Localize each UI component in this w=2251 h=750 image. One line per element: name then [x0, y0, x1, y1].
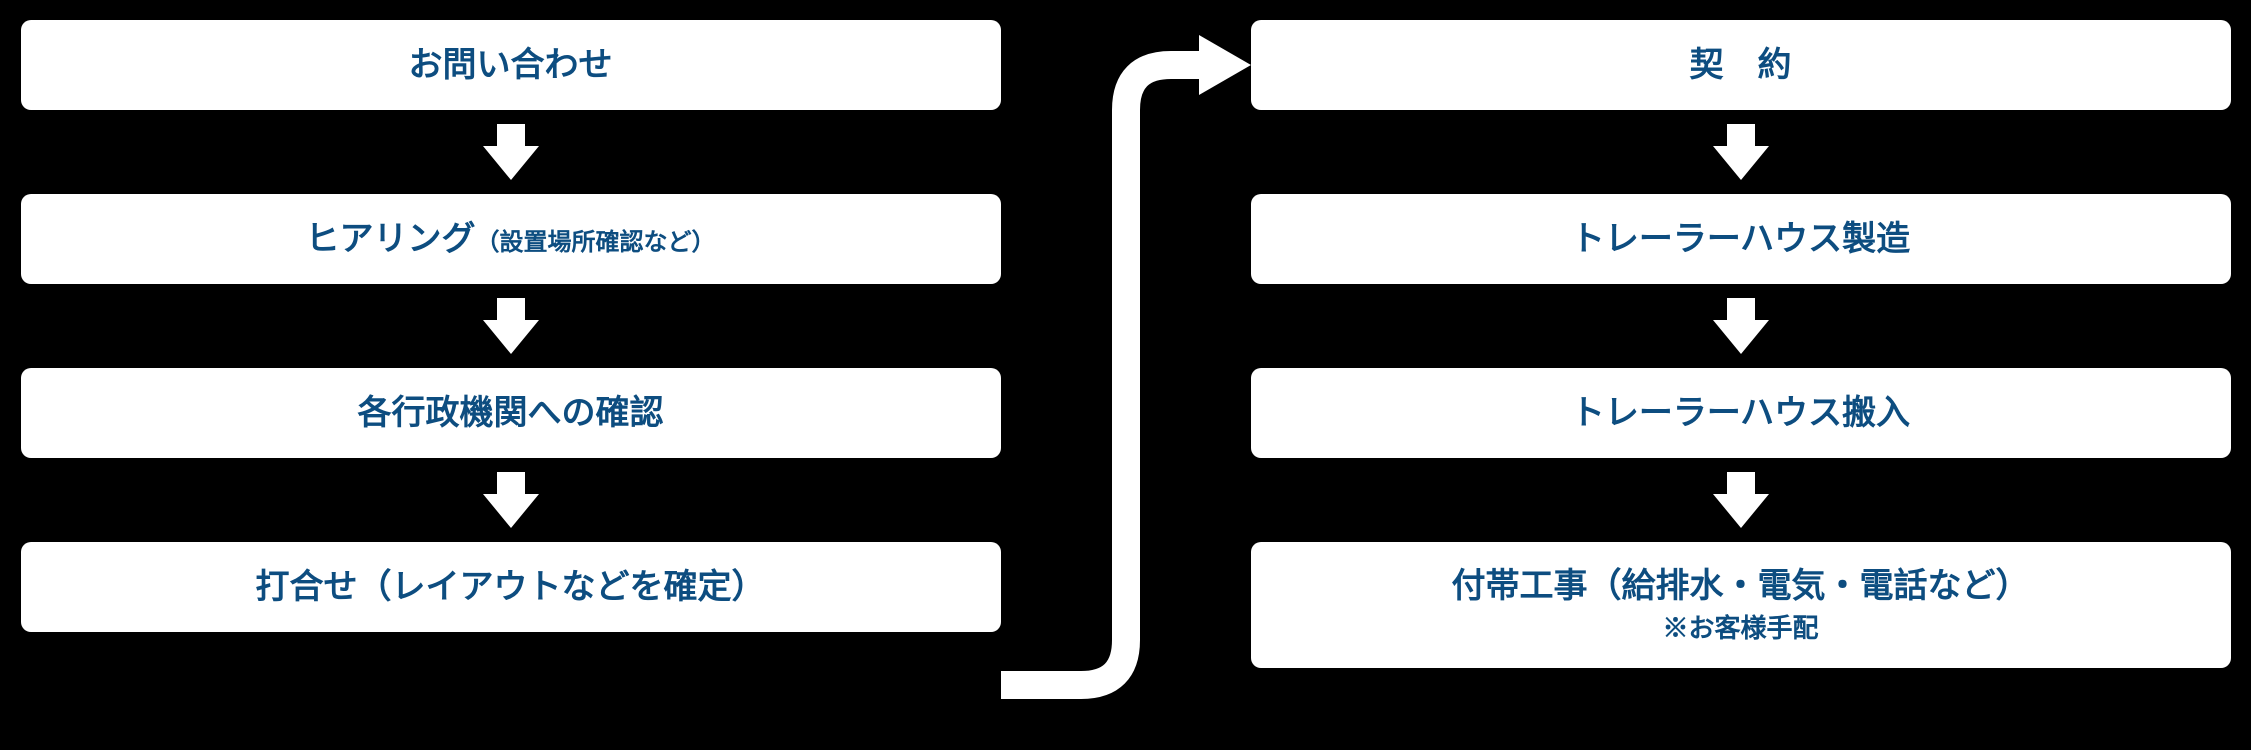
- connector-arrow-icon: [1001, 20, 1251, 740]
- step-note: ※お客様手配: [1662, 612, 1818, 646]
- left-column: お問い合わせ ヒアリング（設置場所確認など） 各行政機関への確認 打合せ（レイア…: [21, 20, 1001, 668]
- step-label: 契 約: [1690, 43, 1792, 87]
- arrow-down-icon: [1713, 472, 1769, 528]
- arrow-down-icon: [483, 472, 539, 528]
- step-manufacture: トレーラーハウス製造: [1251, 194, 2231, 284]
- step-label: 付帯工事（給排水・電気・電話など）: [1452, 564, 2030, 608]
- step-label: トレーラーハウス搬入: [1571, 391, 1910, 435]
- step-ancillary-work: 付帯工事（給排水・電気・電話など） ※お客様手配: [1251, 542, 2231, 668]
- process-flowchart: お問い合わせ ヒアリング（設置場所確認など） 各行政機関への確認 打合せ（レイア…: [20, 20, 2231, 668]
- step-label: お問い合わせ: [409, 43, 613, 87]
- arrow-down-icon: [1713, 124, 1769, 180]
- step-authority-check: 各行政機関への確認: [21, 368, 1001, 458]
- step-meeting: 打合せ（レイアウトなどを確定）: [21, 542, 1001, 632]
- step-label: トレーラーハウス製造: [1571, 217, 1910, 261]
- step-label: ヒアリング（設置場所確認など）: [306, 217, 716, 261]
- arrow-down-icon: [1713, 298, 1769, 354]
- step-delivery: トレーラーハウス搬入: [1251, 368, 2231, 458]
- step-hearing: ヒアリング（設置場所確認など）: [21, 194, 1001, 284]
- step-contract: 契 約: [1251, 20, 2231, 110]
- arrow-down-icon: [483, 298, 539, 354]
- step-inquiry: お問い合わせ: [21, 20, 1001, 110]
- flow-connector: [1001, 20, 1251, 668]
- right-column: 契 約 トレーラーハウス製造 トレーラーハウス搬入 付帯工事（給排水・電気・電話…: [1251, 20, 2231, 668]
- step-label: 各行政機関への確認: [358, 391, 664, 435]
- step-label: 打合せ（レイアウトなどを確定）: [256, 565, 766, 609]
- arrow-down-icon: [483, 124, 539, 180]
